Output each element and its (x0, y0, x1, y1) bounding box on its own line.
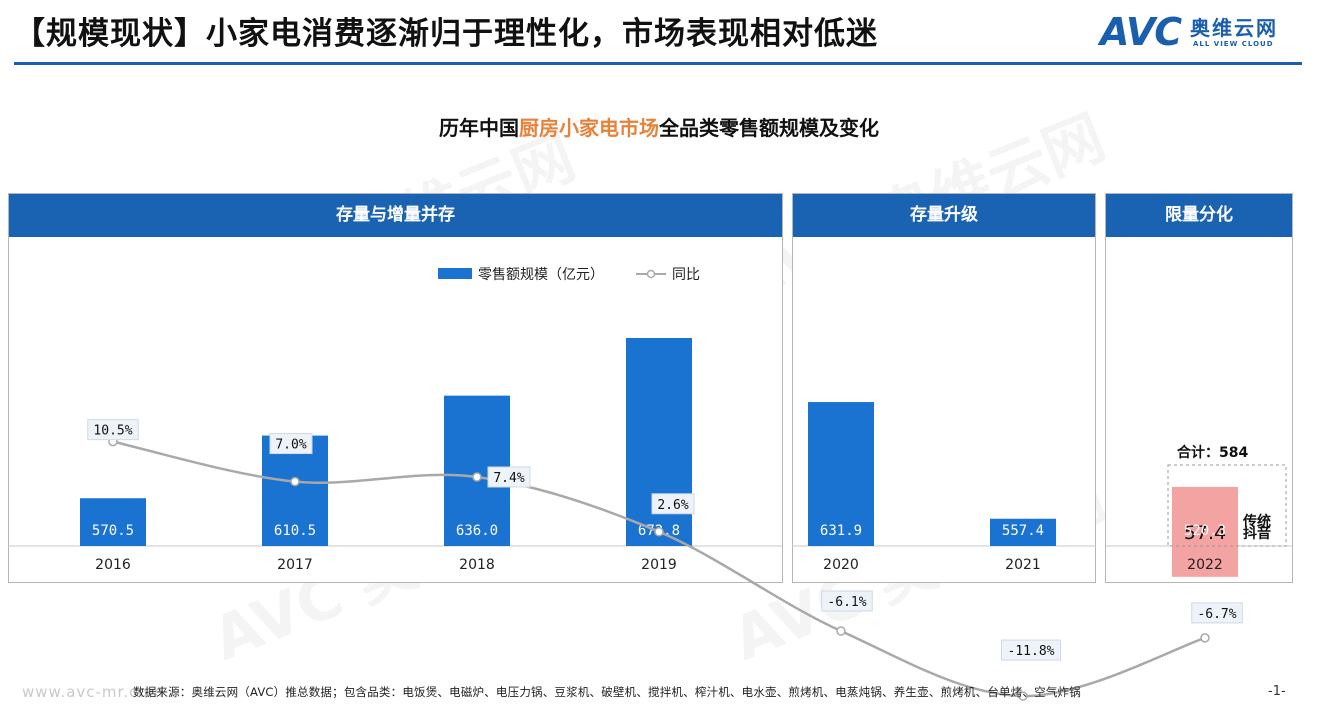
segment-label-douyin: 抖音 (1243, 525, 1271, 542)
title-divider (14, 62, 1302, 65)
legend-marker-line (646, 269, 656, 279)
legend-label-bar: 零售额规模（亿元） (478, 267, 604, 283)
yoy-label: -6.1% (827, 595, 866, 610)
bar-value-label: 636.0 (456, 523, 498, 539)
yoy-label: -11.8% (1008, 644, 1055, 659)
yoy-point (290, 476, 300, 487)
slide-title: 【规模现状】小家电消费逐渐归于理性化，市场表现相对低迷 (14, 16, 878, 52)
yoy-point (836, 626, 846, 636)
panel-header: 存量与增量并存 (9, 194, 782, 237)
bar-2020 (808, 402, 874, 546)
legend-swatch-bar (438, 268, 472, 279)
total-bracket (1167, 464, 1287, 547)
bar-2016 (80, 498, 146, 546)
x-tick-label: 2021 (1005, 557, 1041, 573)
bar-2022-douyin-value: 57.4 (1184, 522, 1226, 544)
logo-name-cn: 奥维云网 (1190, 16, 1278, 40)
chart-title-highlight: 厨房小家电市场 (519, 116, 659, 140)
legend-label-line: 同比 (672, 267, 700, 283)
site-url: www.avc-mr.com (22, 683, 165, 701)
bar-2021 (990, 518, 1056, 546)
total-label: 合计：584 (1177, 444, 1248, 461)
bar-value-label: 557.4 (1002, 523, 1044, 539)
x-tick-label: 2022 (1187, 557, 1223, 573)
avc-logo: AVC 奥维云网 ALL VIEW CLOUD (1100, 8, 1305, 56)
page-number: -1- (1268, 684, 1286, 699)
yoy-point (1018, 691, 1028, 701)
yoy-label-box (269, 433, 313, 455)
chart-title-suffix: 全品类零售额规模及变化 (659, 116, 879, 140)
logo-mark: AVC (1100, 10, 1182, 54)
x-tick-label: 2018 (459, 557, 495, 573)
panel-header: 限量分化 (1106, 194, 1292, 237)
yoy-point (472, 472, 482, 482)
bar-value-label: 610.5 (274, 523, 316, 539)
yoy-label: -6.7% (1197, 607, 1236, 622)
bar-value-label: 570.5 (92, 523, 134, 539)
logo-name-en: ALL VIEW CLOUD (1193, 40, 1274, 48)
segment-label-traditional: 传统 (1242, 513, 1271, 530)
yoy-label: 7.4% (493, 471, 524, 486)
bar-value-label: 520.3 (1184, 523, 1226, 539)
yoy-label: 10.5% (93, 424, 132, 439)
x-tick-label: 2016 (95, 557, 131, 573)
yoy-label-box (651, 493, 695, 515)
yoy-label: 2.6% (657, 498, 688, 513)
yoy-label-box (1191, 602, 1243, 624)
yoy-label-box (487, 466, 531, 488)
bar-2022-douyin (1172, 486, 1238, 577)
yoy-label-box (821, 590, 873, 612)
chart-title: 历年中国厨房小家电市场全品类零售额规模及变化 (0, 112, 1318, 141)
yoy-point (1200, 633, 1210, 643)
x-tick-label: 2017 (277, 557, 313, 573)
yoy-label-box (1001, 639, 1061, 661)
yoy-label-box (87, 419, 139, 441)
yoy-point (654, 527, 664, 537)
yoy-label: 7.0% (275, 438, 306, 453)
bar-value-label: 631.9 (820, 523, 862, 539)
source-note: 数据来源：奥维云网（AVC）推总数据；包含品类：电饭煲、电磁炉、电压力锅、豆浆机… (133, 685, 1081, 699)
bar-2019 (626, 338, 692, 546)
x-tick-label: 2020 (823, 557, 859, 573)
panel-header: 存量升级 (793, 194, 1095, 237)
x-tick-label: 2019 (641, 557, 677, 573)
chart-title-prefix: 历年中国 (439, 116, 519, 140)
